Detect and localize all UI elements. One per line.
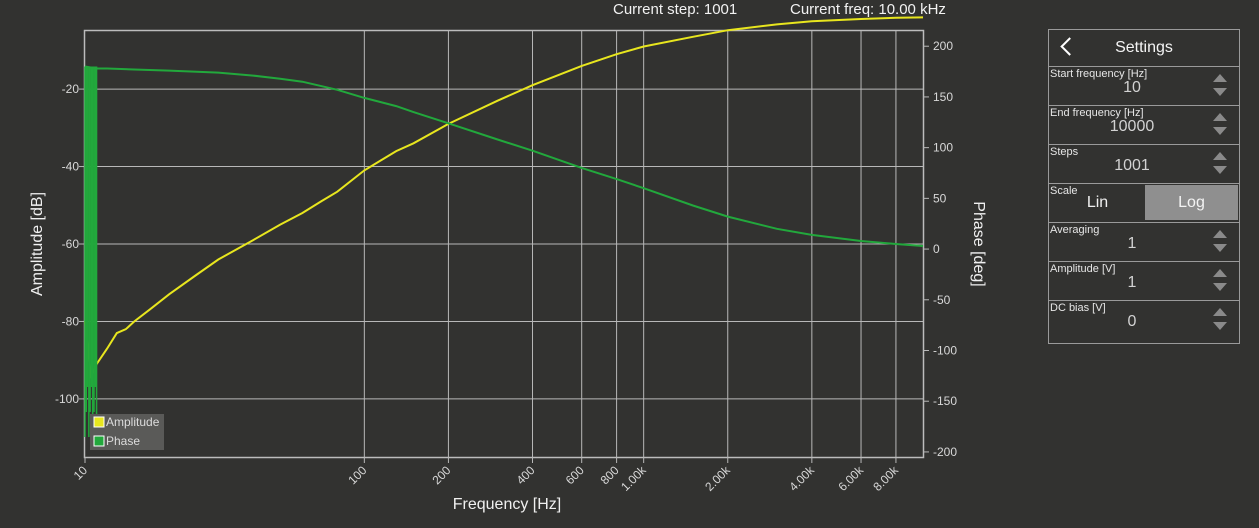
increment-arrow-icon[interactable]	[1213, 152, 1227, 160]
scale-lin-button[interactable]: Lin	[1086, 194, 1109, 211]
averaging-stepper[interactable]	[1213, 230, 1227, 256]
scale-setting: Scale Lin Log	[1049, 184, 1239, 223]
x-tick-label: 10	[71, 463, 91, 483]
x-tick-label: 2.00k	[702, 463, 733, 494]
y-axis-left-label: Amplitude [dB]	[29, 192, 46, 296]
x-tick-label: 400	[514, 463, 538, 487]
decrement-arrow-icon[interactable]	[1213, 283, 1227, 291]
phase-line	[84, 65, 924, 247]
decrement-arrow-icon[interactable]	[1213, 322, 1227, 330]
legend-phase-swatch	[93, 435, 105, 447]
grid-lines	[79, 31, 929, 463]
decrement-arrow-icon[interactable]	[1213, 127, 1227, 135]
decrement-arrow-icon[interactable]	[1213, 166, 1227, 174]
scale-label: Scale	[1050, 185, 1078, 197]
y-right-tick-label: -150	[933, 394, 957, 408]
amplitude-input[interactable]: 1	[1127, 274, 1137, 291]
decrement-arrow-icon[interactable]	[1213, 88, 1227, 96]
dc-bias-setting: DC bias [V] 0	[1049, 301, 1239, 340]
y-right-tick-label: 100	[933, 141, 953, 155]
steps-stepper[interactable]	[1213, 152, 1227, 178]
averaging-setting: Averaging 1	[1049, 223, 1239, 262]
end-frequency-stepper[interactable]	[1213, 113, 1227, 139]
amplitude-line	[84, 16, 924, 380]
x-tick-label: 100	[345, 463, 369, 487]
increment-arrow-icon[interactable]	[1213, 113, 1227, 121]
end-frequency-setting: End frequency [Hz] 10000	[1049, 106, 1239, 145]
y-right-tick-label: -50	[933, 293, 951, 307]
scale-log-button[interactable]: Log	[1145, 185, 1238, 220]
series-layer	[84, 16, 924, 437]
legend-amplitude-swatch	[93, 416, 105, 428]
amplitude-stepper[interactable]	[1213, 269, 1227, 295]
x-tick-label: 200	[429, 463, 453, 487]
y-left-tick-label: -100	[55, 392, 79, 406]
current-step-readout: Current step: 1001	[613, 1, 738, 18]
y-right-tick-label: 200	[933, 39, 953, 53]
start-frequency-input[interactable]: 10	[1123, 79, 1141, 96]
end-frequency-input[interactable]: 10000	[1109, 118, 1155, 135]
y-right-tick-label: 50	[933, 191, 947, 205]
x-tick-label: 1.00k	[618, 463, 649, 494]
y-right-tick-label: -100	[933, 344, 957, 358]
settings-panel: Settings Start frequency [Hz] 10 End fre…	[1048, 29, 1240, 344]
y-axis-right-label: Phase [deg]	[970, 201, 987, 286]
current-frequency-readout: Current freq: 10.00 kHz	[790, 1, 946, 18]
decrement-arrow-icon[interactable]	[1213, 244, 1227, 252]
legend: Amplitude Phase	[90, 414, 164, 450]
y-left-tick-label: -40	[62, 160, 80, 174]
steps-label: Steps	[1050, 146, 1079, 158]
y-left-tick-label: -80	[62, 314, 80, 328]
increment-arrow-icon[interactable]	[1213, 230, 1227, 238]
steps-input[interactable]: 1001	[1114, 157, 1150, 174]
amplitude-setting: Amplitude [V] 1	[1049, 262, 1239, 301]
averaging-input[interactable]: 1	[1127, 235, 1137, 252]
settings-header: Settings	[1049, 30, 1239, 67]
dc-bias-stepper[interactable]	[1213, 308, 1227, 334]
status-bar: Current step: 1001 Current freq: 10.00 k…	[0, 0, 1000, 22]
averaging-label: Averaging	[1050, 224, 1100, 236]
start-frequency-setting: Start frequency [Hz] 10	[1049, 67, 1239, 106]
increment-arrow-icon[interactable]	[1213, 74, 1227, 82]
dc-bias-label: DC bias [V]	[1050, 302, 1106, 314]
dc-bias-input[interactable]: 0	[1127, 313, 1137, 330]
x-tick-label: 4.00k	[786, 463, 817, 494]
legend-phase-label: Phase	[106, 434, 140, 448]
start-frequency-stepper[interactable]	[1213, 74, 1227, 100]
amplitude-label: Amplitude [V]	[1050, 263, 1116, 275]
y-left-tick-label: -60	[62, 237, 80, 251]
y-right-tick-label: 150	[933, 90, 953, 104]
y-right-tick-label: 0	[933, 242, 940, 256]
y-left-tick-label: -20	[62, 82, 80, 96]
end-frequency-label: End frequency [Hz]	[1050, 107, 1144, 119]
x-tick-label: 8.00k	[870, 463, 901, 494]
legend-amplitude-label: Amplitude	[106, 415, 160, 429]
steps-setting: Steps 1001	[1049, 145, 1239, 184]
x-axis-label: Frequency [Hz]	[453, 496, 561, 513]
x-tick-label: 6.00k	[835, 463, 866, 494]
x-tick-label: 600	[563, 463, 587, 487]
start-frequency-label: Start frequency [Hz]	[1050, 68, 1148, 80]
y-right-tick-label: -200	[933, 445, 957, 459]
increment-arrow-icon[interactable]	[1213, 269, 1227, 277]
increment-arrow-icon[interactable]	[1213, 308, 1227, 316]
settings-title: Settings	[1115, 39, 1173, 56]
